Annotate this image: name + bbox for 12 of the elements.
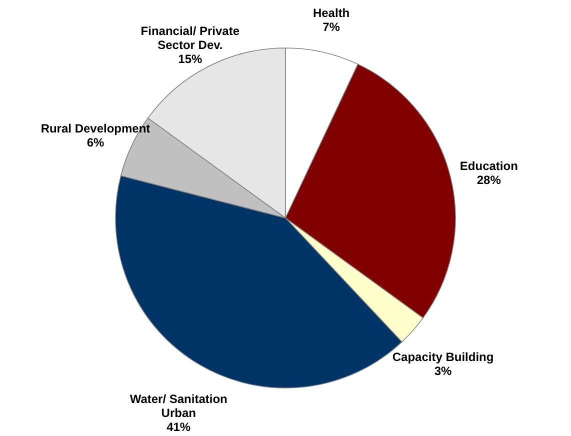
slice-label: Health: [312, 6, 350, 20]
slice-label: Water/ Sanitation Urban: [130, 392, 228, 420]
slice-label: Rural Development: [40, 122, 150, 136]
data-label: 3%: [434, 364, 452, 378]
data-label: 15%: [178, 52, 202, 66]
slice-label: Education: [460, 158, 518, 173]
data-label: 6%: [86, 136, 104, 150]
slice-label: Capacity Building: [392, 350, 494, 364]
slice-label: Financial/ Private Sector Dev.: [140, 24, 240, 52]
data-label: 7%: [322, 20, 340, 34]
data-label: 41%: [166, 420, 191, 434]
data-label: 28%: [476, 172, 502, 187]
